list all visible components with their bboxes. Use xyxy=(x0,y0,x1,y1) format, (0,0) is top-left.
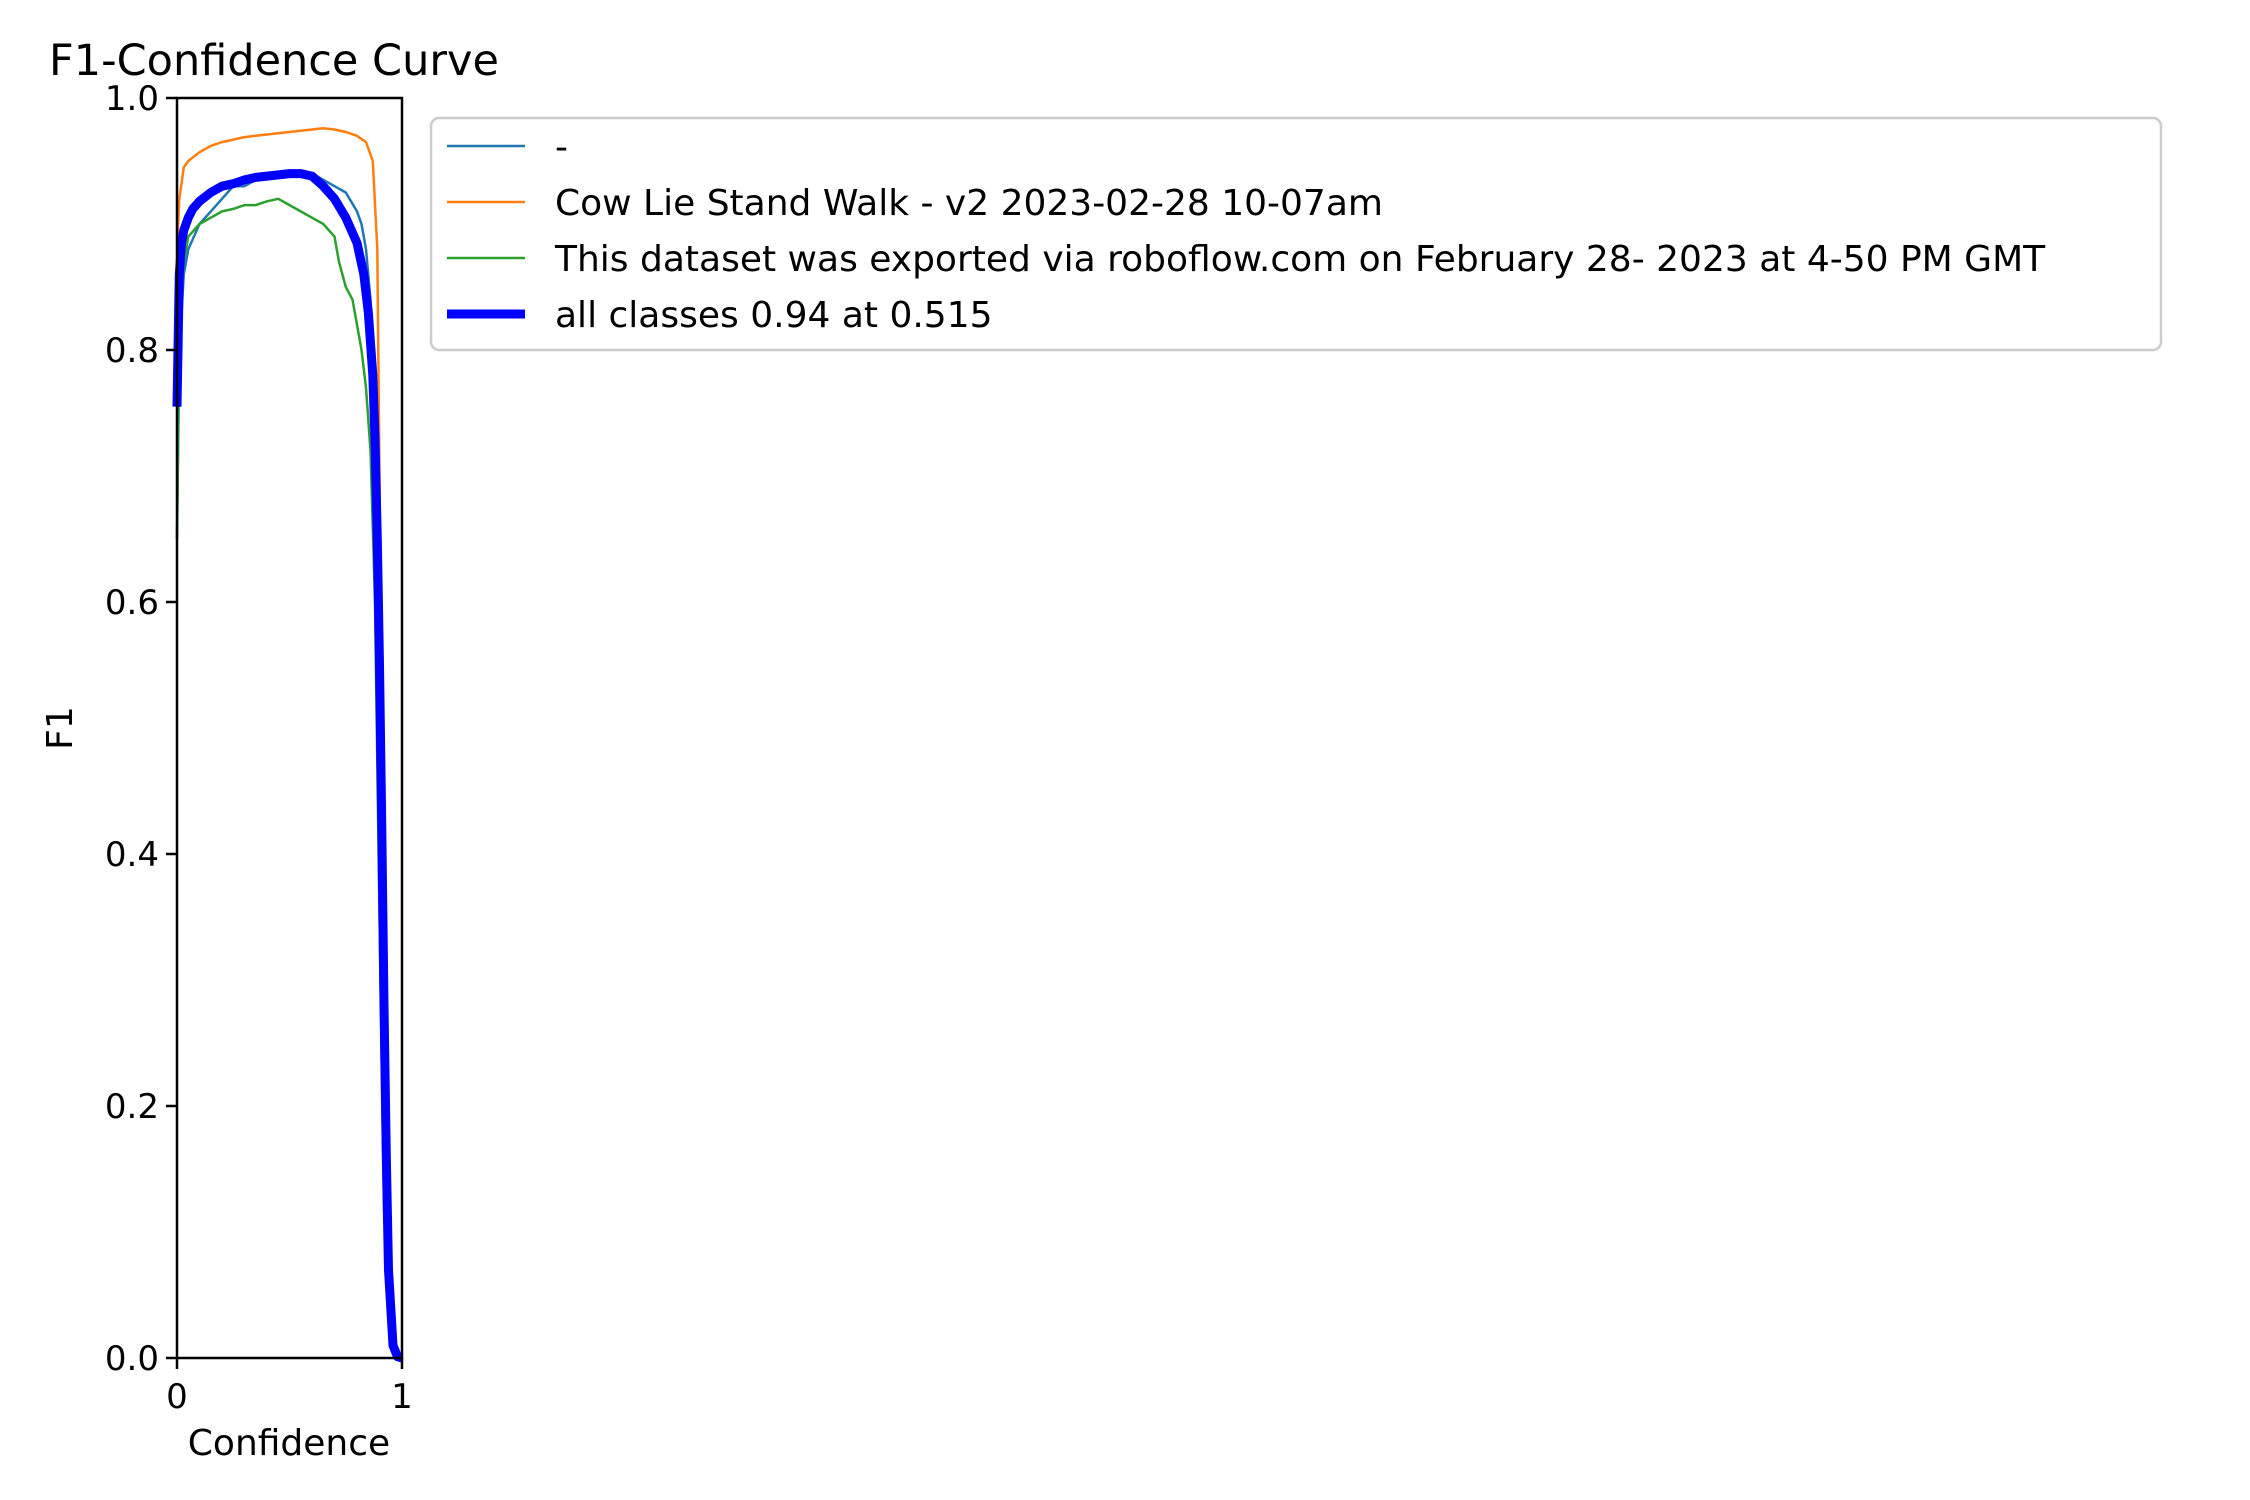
legend-label-3: all classes 0.94 at 0.515 xyxy=(555,295,993,336)
y-tick-label-2: 0.4 xyxy=(105,835,159,875)
y-tick-label-3: 0.6 xyxy=(105,583,159,623)
y-tick-label-5: 1.0 xyxy=(105,79,159,119)
y-tick-label-1: 0.2 xyxy=(105,1087,159,1127)
legend-frame xyxy=(429,116,2163,352)
chart-title: F1-Confidence Curve xyxy=(49,36,499,86)
legend-label-0: - xyxy=(555,127,568,168)
y-tick-label-0: 0.0 xyxy=(105,1339,159,1379)
legend-label-1: Cow Lie Stand Walk - v2 2023-02-28 10-07… xyxy=(555,183,1383,224)
y-axis-label: F1 xyxy=(40,706,81,750)
legend: - Cow Lie Stand Walk - v2 2023-02-28 10-0… xyxy=(429,116,2163,352)
y-ticks: 0.0 0.2 0.4 0.6 0.8 1.0 xyxy=(105,79,177,1379)
series-line-3 xyxy=(172,169,404,1363)
x-tick-label-0: 0 xyxy=(166,1377,188,1417)
legend-label-2: This dataset was exported via roboflow.c… xyxy=(554,239,2046,280)
x-tick-label-1: 1 xyxy=(391,1377,413,1417)
legend-items: - Cow Lie Stand Walk - v2 2023-02-28 10-0… xyxy=(447,127,2046,336)
y-tick-label-4: 0.8 xyxy=(105,331,159,371)
x-axis-label: Confidence xyxy=(188,1423,390,1464)
series-layer xyxy=(172,126,404,1363)
plot-frame xyxy=(175,96,404,1360)
